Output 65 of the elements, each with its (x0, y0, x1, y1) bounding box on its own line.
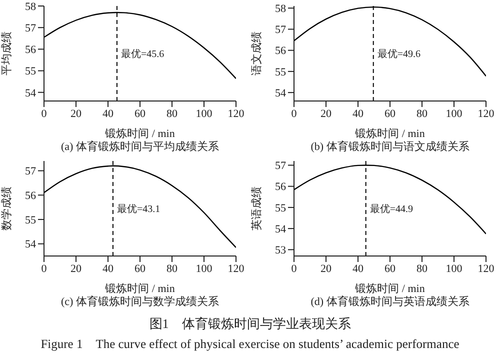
x-tick-label: 40 (352, 262, 364, 275)
x-tick-label: 0 (41, 262, 48, 275)
y-tick-label: 54 (25, 87, 36, 100)
y-axis-title: 英语成绩 (250, 186, 263, 230)
text: (c) 体育锻炼时间与数学成绩关系 (60, 296, 220, 309)
x-tick-label: 80 (166, 262, 178, 275)
y-tick-label: 56 (275, 181, 286, 194)
x-tick-label: 120 (478, 108, 495, 120)
y-tick-label: 54 (25, 238, 36, 251)
y-tick-label: 57 (275, 24, 286, 36)
ref-line-label: 最优=45.6 (120, 49, 164, 60)
x-tick-label: 0 (291, 108, 298, 120)
y-tick-label: 54 (275, 87, 286, 100)
x-tick-label: 100 (446, 108, 463, 120)
ref-line-label: 最优=49.6 (377, 49, 420, 60)
y-tick-label: 56 (25, 44, 36, 56)
x-tick-label: 20 (70, 262, 82, 275)
x-tick-label: 80 (166, 108, 178, 120)
x-tick-label: 20 (70, 108, 82, 120)
caption: Figure 1 The curve effect of physical exercise on students’ academic performance (40, 336, 460, 353)
y-tick-label: 55 (275, 202, 286, 214)
x-tick-label: 100 (196, 108, 213, 120)
text: (d) 体育锻炼时间与英语成绩关系 (310, 296, 470, 309)
x-tick-label: 20 (320, 262, 332, 275)
x-axis-title: 锻炼时间 / min (354, 282, 426, 295)
text: (a) 体育锻炼时间与平均成绩关系 (60, 141, 220, 154)
x-tick-label: 0 (291, 262, 298, 275)
y-tick-label: 57 (25, 22, 36, 34)
x-tick-label: 20 (320, 108, 332, 120)
y-tick-label: 58 (275, 3, 286, 16)
x-tick-label: 40 (352, 108, 364, 120)
ref-line-label: 最优=44.9 (370, 204, 413, 216)
y-tick-label: 54 (275, 223, 286, 236)
x-tick-label: 100 (196, 262, 213, 275)
x-tick-label: 120 (228, 108, 245, 120)
x-axis-title: 锻炼时间 / min (104, 127, 176, 140)
x-tick-label: 40 (102, 108, 114, 120)
y-tick-label: 56 (25, 190, 36, 202)
x-tick-label: 60 (134, 108, 146, 120)
x-axis-title: 锻炼时间 / min (104, 282, 176, 295)
x-tick-label: 60 (134, 262, 146, 275)
y-tick-label: 58 (25, 0, 36, 13)
y-axis-title: 语文成绩 (250, 32, 263, 76)
x-tick-label: 120 (228, 262, 245, 275)
y-tick-label: 55 (275, 66, 286, 78)
caption: 图1 体育锻炼时间与学业表现关系 (148, 315, 352, 333)
ref-line-label: 最优=43.1 (116, 204, 160, 216)
y-tick-label: 56 (275, 45, 286, 58)
y-tick-label: 55 (25, 66, 36, 78)
x-tick-label: 0 (41, 108, 48, 120)
x-axis-title: 锻炼时间 / min (354, 127, 426, 140)
x-tick-label: 60 (384, 108, 396, 120)
x-tick-label: 80 (416, 108, 428, 120)
y-axis-title: 平均成绩 (0, 32, 13, 76)
text: (b) 体育锻炼时间与语文成绩关系 (310, 141, 470, 154)
x-tick-label: 80 (416, 262, 428, 275)
y-axis-title: 数学成绩 (0, 186, 13, 230)
y-tick-label: 53 (275, 244, 286, 257)
y-tick-label: 55 (25, 214, 36, 226)
y-tick-label: 57 (275, 160, 286, 172)
x-tick-label: 60 (384, 262, 396, 275)
y-tick-label: 57 (25, 166, 36, 178)
x-tick-label: 40 (102, 262, 114, 275)
x-tick-label: 100 (446, 262, 463, 275)
x-tick-label: 120 (478, 262, 495, 275)
